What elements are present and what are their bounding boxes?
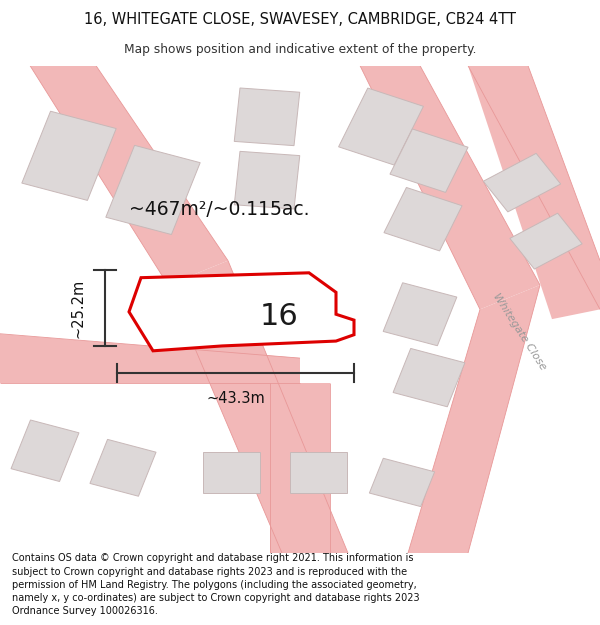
Text: ~25.2m: ~25.2m bbox=[71, 279, 86, 338]
Polygon shape bbox=[370, 458, 434, 507]
Polygon shape bbox=[390, 129, 468, 192]
Polygon shape bbox=[0, 334, 300, 382]
Polygon shape bbox=[106, 146, 200, 234]
Polygon shape bbox=[22, 111, 116, 201]
Polygon shape bbox=[234, 151, 300, 209]
Text: 16: 16 bbox=[260, 302, 298, 331]
Polygon shape bbox=[30, 66, 228, 285]
Polygon shape bbox=[338, 88, 424, 165]
Polygon shape bbox=[90, 439, 156, 496]
Polygon shape bbox=[168, 261, 348, 553]
Polygon shape bbox=[234, 88, 300, 146]
Polygon shape bbox=[129, 272, 354, 351]
Polygon shape bbox=[408, 285, 540, 553]
Polygon shape bbox=[383, 282, 457, 346]
Polygon shape bbox=[11, 420, 79, 481]
Polygon shape bbox=[384, 188, 462, 251]
Text: Whitegate Close: Whitegate Close bbox=[491, 291, 547, 371]
Text: ~467m²/~0.115ac.: ~467m²/~0.115ac. bbox=[129, 200, 309, 219]
Polygon shape bbox=[510, 213, 582, 269]
Polygon shape bbox=[270, 382, 330, 553]
Text: Map shows position and indicative extent of the property.: Map shows position and indicative extent… bbox=[124, 42, 476, 56]
Polygon shape bbox=[393, 349, 465, 407]
Text: Contains OS data © Crown copyright and database right 2021. This information is
: Contains OS data © Crown copyright and d… bbox=[12, 553, 419, 616]
Polygon shape bbox=[468, 66, 600, 319]
Polygon shape bbox=[484, 153, 560, 212]
Text: 16, WHITEGATE CLOSE, SWAVESEY, CAMBRIDGE, CB24 4TT: 16, WHITEGATE CLOSE, SWAVESEY, CAMBRIDGE… bbox=[84, 12, 516, 27]
Text: ~43.3m: ~43.3m bbox=[206, 391, 265, 406]
Polygon shape bbox=[203, 452, 260, 493]
Polygon shape bbox=[360, 66, 540, 309]
Polygon shape bbox=[290, 452, 347, 493]
